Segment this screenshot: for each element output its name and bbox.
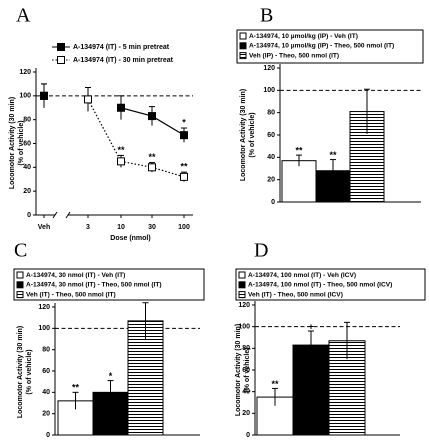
legend-swatch: [16, 281, 24, 289]
legend-swatch: [16, 291, 24, 299]
y-tick-label: 40: [242, 389, 250, 396]
y-tick-label: 20: [42, 411, 50, 418]
y-axis-title: Locomotor Activity (30 min): [17, 326, 24, 418]
legend-label: A-134974, 100 nmol (IT) - Veh (ICV): [248, 272, 356, 279]
significance: **: [117, 145, 125, 155]
y-tick-label: 60: [42, 368, 50, 375]
legend-swatch: [238, 281, 246, 289]
y-axis-title: (% of vehicle): [244, 347, 251, 392]
y-tick-label: 60: [23, 140, 31, 147]
y-tick-label: 0: [271, 199, 275, 206]
panel-letter: C: [14, 240, 27, 262]
y-axis-title: Locomotor Activity (30 min): [9, 97, 16, 189]
significance: **: [271, 379, 279, 389]
y-tick-label: 80: [42, 347, 50, 354]
y-tick-label: 100: [38, 325, 50, 332]
marker: [117, 157, 125, 166]
significance: +: [308, 321, 313, 331]
y-tick-label: 100: [19, 93, 31, 100]
bar: [292, 344, 330, 436]
legend-label: A-134974 (IT) - 5 min pretreat: [73, 44, 170, 51]
marker: [180, 172, 188, 181]
significance: **: [295, 145, 303, 155]
x-tick-label: Veh: [38, 224, 50, 231]
significance: *: [109, 371, 113, 381]
legend-box: [13, 268, 205, 301]
marker: [40, 91, 48, 100]
marker: [180, 131, 188, 140]
legend-swatch: [239, 52, 247, 60]
y-tick-label: 60: [267, 132, 275, 139]
panel-letter: B: [260, 5, 273, 27]
y-tick-label: 100: [263, 87, 275, 94]
y-axis-title: Locomotor Activity (30 min): [235, 324, 242, 416]
y-tick-label: 20: [267, 177, 275, 184]
legend-marker: [57, 43, 65, 51]
y-tick-label: 80: [23, 117, 31, 124]
y-tick-label: 40: [267, 154, 275, 161]
significance: *: [182, 117, 186, 127]
legend-label: Veh (IP) - Theo, 500 nmol (IT): [249, 52, 339, 59]
legend-box: [236, 29, 424, 64]
legend-label: Veh (IT) - Theo, 500 nmol (ICV): [248, 291, 343, 298]
legend-swatch: [238, 271, 246, 279]
legend-label: A-134974, 10 µmol/kg (IP) - Veh (IT): [249, 33, 358, 40]
axis-break: [65, 211, 71, 219]
y-tick-label: 100: [238, 324, 250, 331]
axis-break: [52, 211, 58, 219]
y-tick-label: 120: [263, 65, 275, 72]
y-axis-title: (% of vehicle): [249, 112, 256, 157]
significance: **: [72, 383, 80, 393]
y-tick-label: 80: [267, 110, 275, 117]
y-tick-label: 40: [42, 389, 50, 396]
y-tick-label: 80: [242, 345, 250, 352]
panel-letter: A: [16, 5, 31, 27]
x-tick-label: 3: [86, 224, 90, 231]
y-tick-label: 20: [23, 188, 31, 195]
y-tick-label: 0: [46, 432, 50, 439]
y-axis-title: (% of vehicle): [26, 349, 33, 394]
y-tick-label: 0: [246, 432, 250, 439]
legend-swatch: [239, 32, 247, 40]
legend-box: [235, 268, 426, 301]
legend-swatch: [16, 271, 24, 279]
legend-marker: [57, 56, 65, 64]
y-tick-label: 120: [19, 69, 31, 76]
marker: [117, 103, 125, 112]
legend-label: Veh (IT) - Theo, 500 nmol (IT): [26, 291, 116, 298]
legend-swatch: [238, 291, 246, 299]
marker: [148, 163, 156, 172]
x-tick-label: 10: [117, 224, 125, 231]
legend-swatch: [239, 42, 247, 50]
series-line: [87, 99, 185, 178]
panel-letter: D: [254, 240, 268, 262]
y-axis-title: Locomotor Activity (30 min): [240, 89, 247, 181]
x-tick-label: 100: [178, 224, 190, 231]
significance: **: [148, 152, 156, 162]
y-axis-title: (% of vehicle): [18, 120, 25, 165]
marker: [84, 95, 92, 104]
legend-label: A-134974, 100 nmol (IT) - Theo, 500 nmol…: [248, 282, 392, 289]
legend-label: A-134974, 30 nmol (IT) - Veh (IT): [26, 272, 125, 279]
y-tick-label: 40: [23, 164, 31, 171]
y-tick-label: 0: [27, 212, 31, 219]
legend-label: A-134974 (IT) - 30 min pretreat: [73, 57, 174, 64]
significance: **: [180, 161, 188, 171]
bar: [281, 160, 317, 203]
marker: [148, 112, 156, 121]
y-tick-label: 20: [242, 410, 250, 417]
y-tick-label: 120: [38, 304, 50, 311]
significance: **: [329, 150, 337, 160]
x-tick-label: 30: [148, 224, 156, 231]
legend-label: A-134974, 30 nmol (IT) - Theo, 500 nmol …: [26, 282, 162, 289]
y-tick-label: 60: [242, 367, 250, 374]
y-tick-label: 120: [238, 302, 250, 309]
x-axis-title: Dose (nmol): [110, 235, 150, 242]
legend-label: A-134974, 10 µmol/kg (IP) - Theo, 500 nm…: [249, 43, 394, 50]
